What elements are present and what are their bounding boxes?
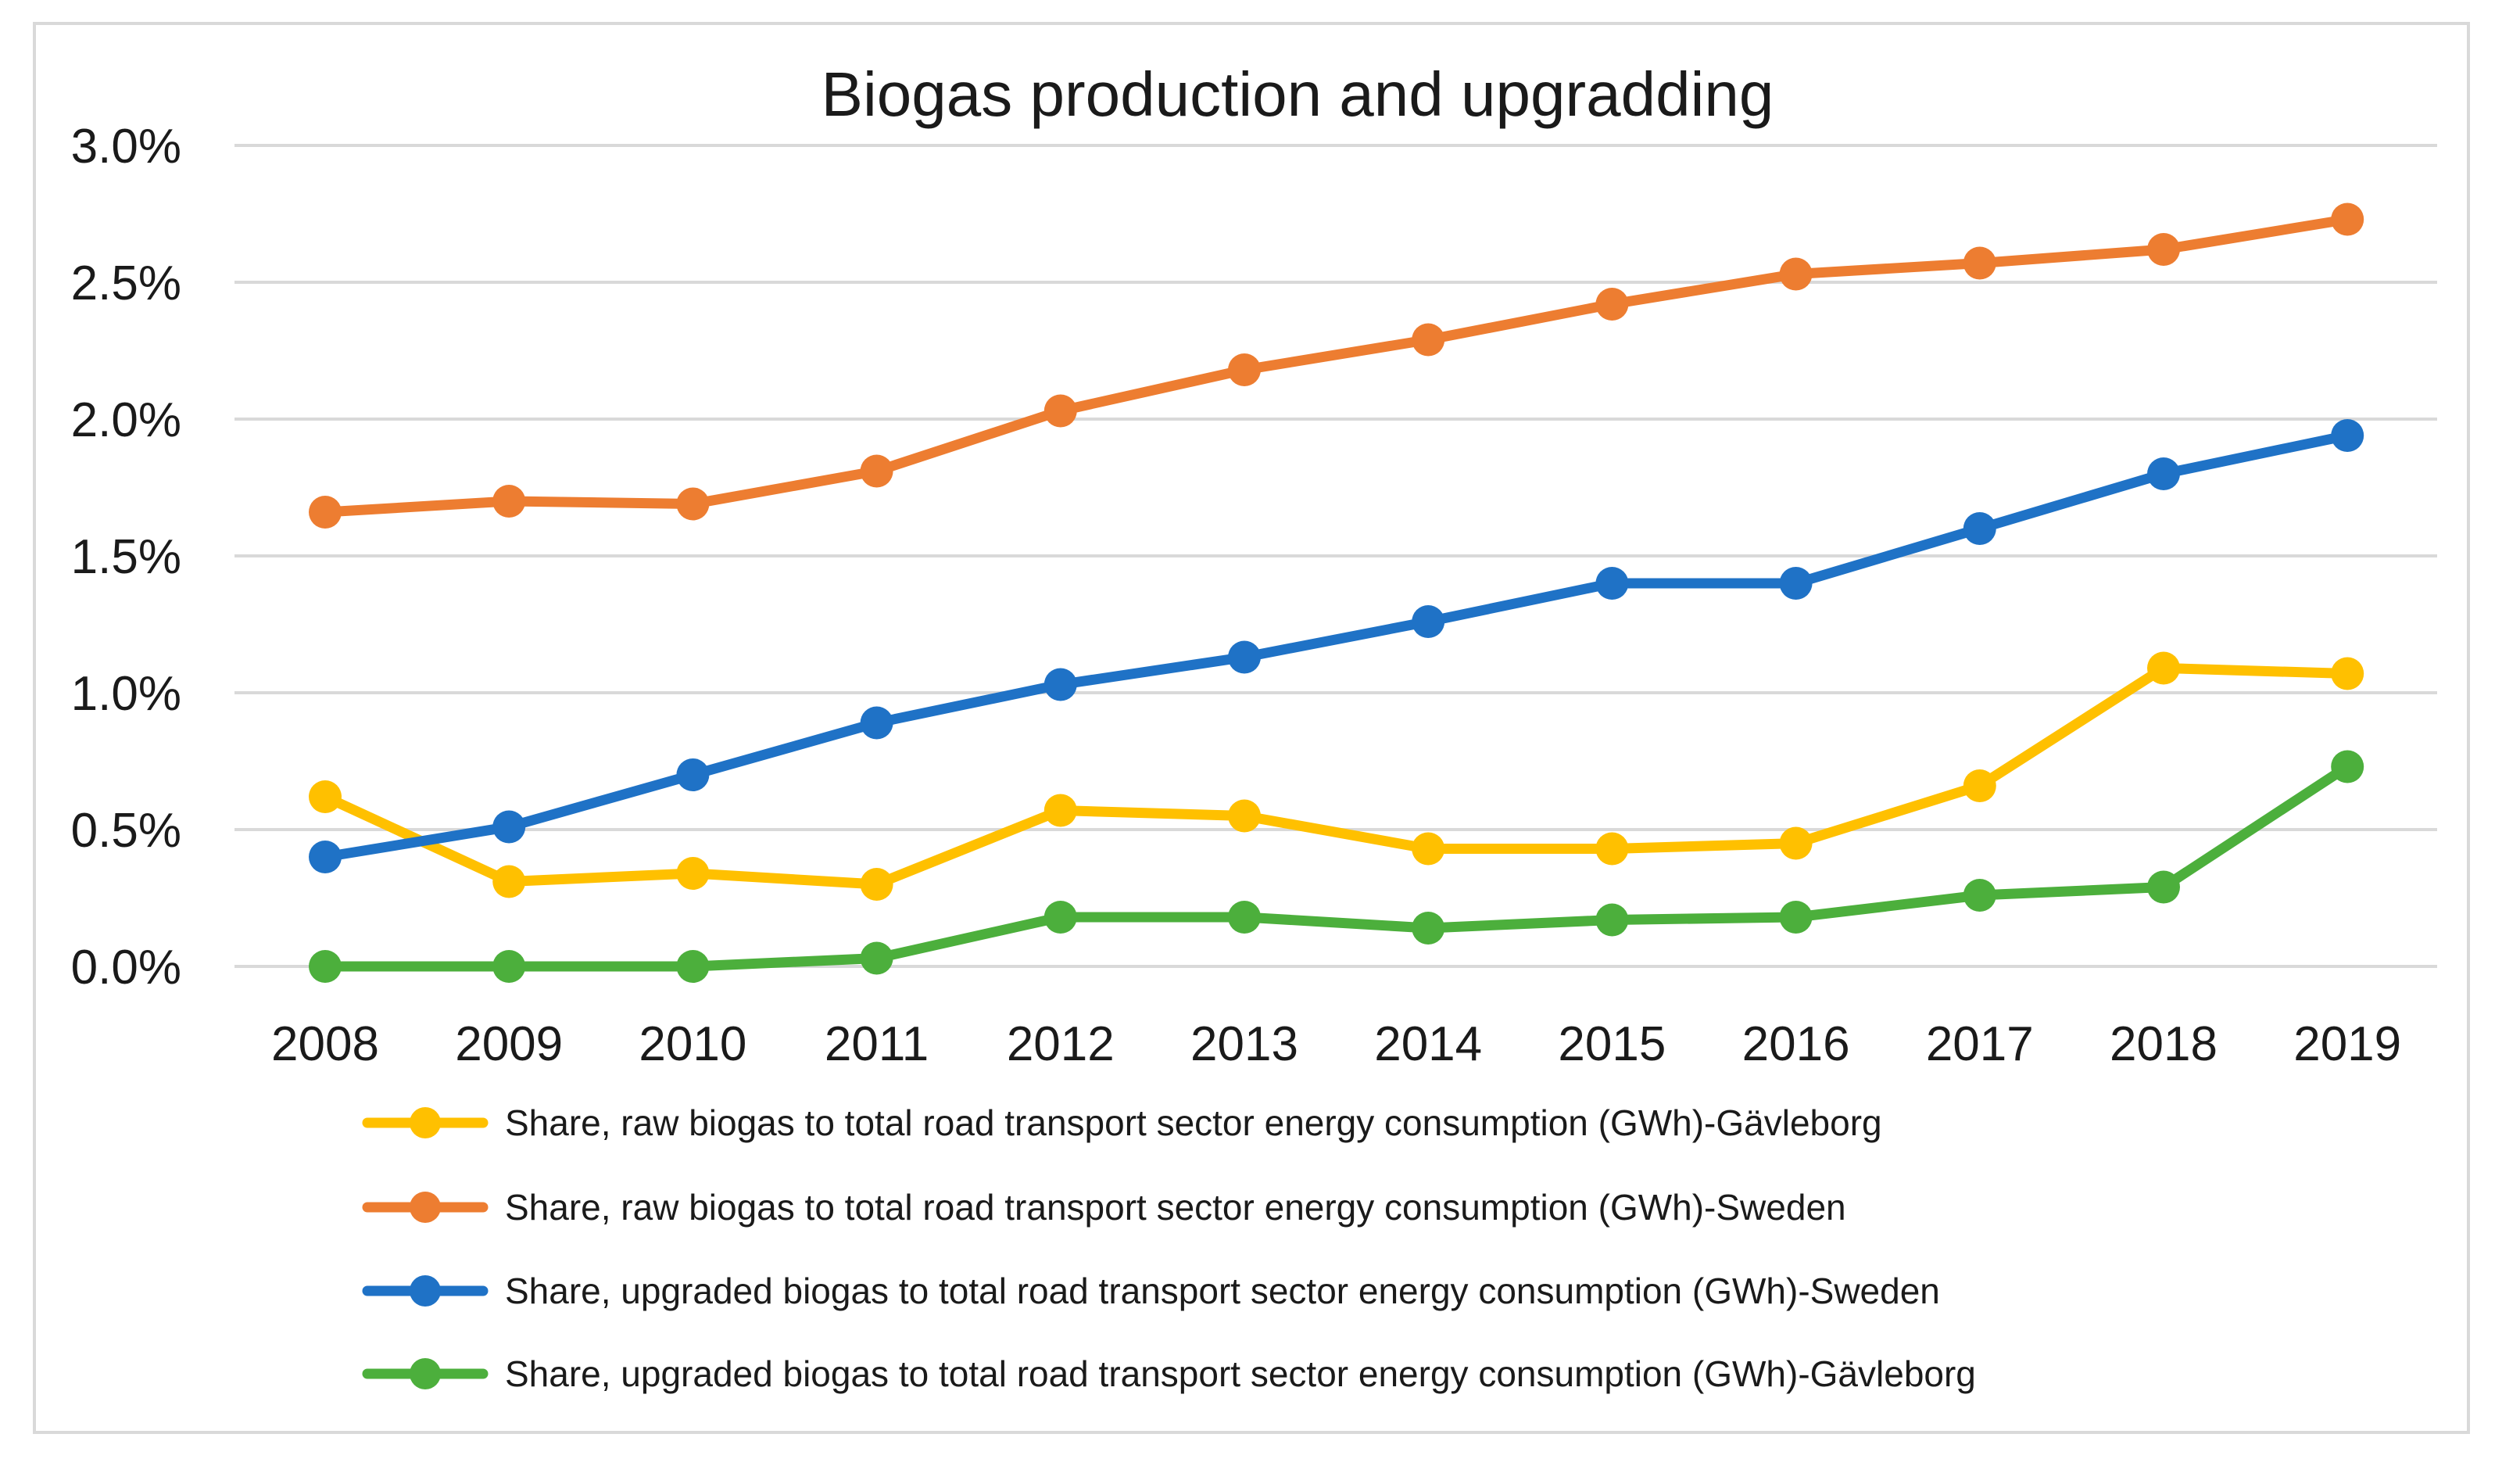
x-tick-label: 2013: [1190, 1017, 1298, 1071]
data-point: [1043, 901, 1077, 934]
x-axis-ticks: 2008 2009 2010 2011 2012 2013 2014 2015 2016 2017…: [271, 1017, 2401, 1071]
data-point: [2147, 233, 2180, 266]
data-point: [1412, 832, 1445, 866]
y-axis-ticks: 0.0% 0.5% 1.0% 1.5% 2.0% 2.5% 3.0%: [71, 120, 181, 995]
data-point: [2331, 750, 2364, 783]
legend-item: Share, raw biogas to total road transpor…: [362, 1102, 1882, 1143]
x-tick-label: 2009: [455, 1017, 563, 1071]
data-point: [1043, 794, 1077, 827]
x-tick-label: 2019: [2293, 1017, 2401, 1071]
x-tick-label: 2010: [639, 1017, 746, 1071]
x-tick-label: 2015: [1558, 1017, 1666, 1071]
data-point: [860, 868, 893, 901]
data-point: [492, 810, 526, 844]
data-point: [860, 454, 893, 488]
x-tick-label: 2018: [2110, 1017, 2218, 1071]
legend-item: Share, raw biogas to total road transpor…: [362, 1187, 1846, 1228]
data-point: [1779, 826, 1813, 860]
data-point: [1595, 903, 1629, 937]
data-point: [1228, 640, 1261, 674]
legend-item: Share, upgraded biogas to total road tra…: [362, 1271, 1940, 1311]
data-point: [1963, 512, 1996, 545]
data-point: [1228, 799, 1261, 833]
data-point: [860, 941, 893, 975]
data-point: [2331, 419, 2364, 452]
y-tick-label: 0.5%: [71, 804, 181, 858]
data-point: [1779, 257, 1813, 291]
series-3: [309, 750, 2364, 983]
data-point: [309, 841, 342, 873]
x-tick-label: 2008: [271, 1017, 379, 1071]
data-point: [1963, 246, 1996, 280]
data-point: [492, 865, 526, 898]
legend-label: Share, raw biogas to total road transpor…: [505, 1187, 1846, 1228]
series-0: [309, 651, 2364, 901]
y-tick-label: 2.5%: [71, 256, 181, 310]
y-tick-label: 2.0%: [71, 393, 181, 447]
legend: Share, raw biogas to total road transpor…: [362, 1102, 1976, 1394]
legend-marker: [410, 1192, 441, 1223]
x-tick-label: 2014: [1374, 1017, 1482, 1071]
legend-marker: [410, 1275, 441, 1307]
series-line: [320, 762, 2353, 972]
data-point: [492, 485, 526, 518]
data-point: [1412, 912, 1445, 945]
data-point: [2331, 203, 2364, 236]
series-line: [320, 663, 2353, 890]
data-point: [309, 780, 342, 813]
data-point: [1963, 879, 1996, 912]
data-point: [676, 950, 710, 983]
data-point: [1228, 353, 1261, 386]
legend-label: Share, raw biogas to total road transpor…: [505, 1102, 1882, 1143]
data-point: [1595, 832, 1629, 866]
data-point: [1595, 288, 1629, 321]
x-tick-label: 2017: [1926, 1017, 2034, 1071]
y-tick-label: 1.5%: [71, 530, 181, 584]
x-tick-label: 2016: [1742, 1017, 1850, 1071]
y-tick-label: 1.0%: [71, 667, 181, 721]
legend-item: Share, upgraded biogas to total road tra…: [362, 1353, 1976, 1394]
data-point: [1779, 567, 1813, 600]
data-point: [2147, 870, 2180, 904]
data-point: [1412, 323, 1445, 357]
legend-label: Share, upgraded biogas to total road tra…: [505, 1353, 1976, 1394]
data-point: [1412, 605, 1445, 638]
series-2: [309, 419, 2364, 873]
data-point: [2331, 657, 2364, 690]
series-line: [320, 214, 2353, 518]
data-point: [1779, 901, 1813, 934]
data-point: [676, 758, 710, 791]
legend-marker: [410, 1358, 441, 1389]
data-point: [1043, 668, 1077, 701]
data-point: [676, 487, 710, 521]
data-point: [1963, 769, 1996, 802]
data-point: [860, 706, 893, 740]
series-1: [309, 203, 2364, 529]
chart-title: Biogas production and upgradding: [822, 59, 1774, 129]
legend-label: Share, upgraded biogas to total road tra…: [505, 1271, 1940, 1311]
data-point: [309, 950, 342, 983]
data-point: [2147, 651, 2180, 685]
data-point: [492, 950, 526, 983]
series-layer: [309, 203, 2364, 983]
x-tick-label: 2011: [825, 1017, 929, 1071]
data-point: [1043, 394, 1077, 428]
gridlines: [234, 144, 2437, 968]
series-line: [320, 430, 2353, 862]
y-tick-label: 0.0%: [71, 941, 181, 995]
data-point: [2147, 457, 2180, 490]
y-tick-label: 3.0%: [71, 120, 181, 174]
data-point: [676, 857, 710, 890]
data-point: [1228, 901, 1261, 934]
data-point: [1595, 567, 1629, 600]
data-point: [309, 496, 342, 529]
x-tick-label: 2012: [1007, 1017, 1115, 1071]
legend-marker: [410, 1107, 441, 1138]
